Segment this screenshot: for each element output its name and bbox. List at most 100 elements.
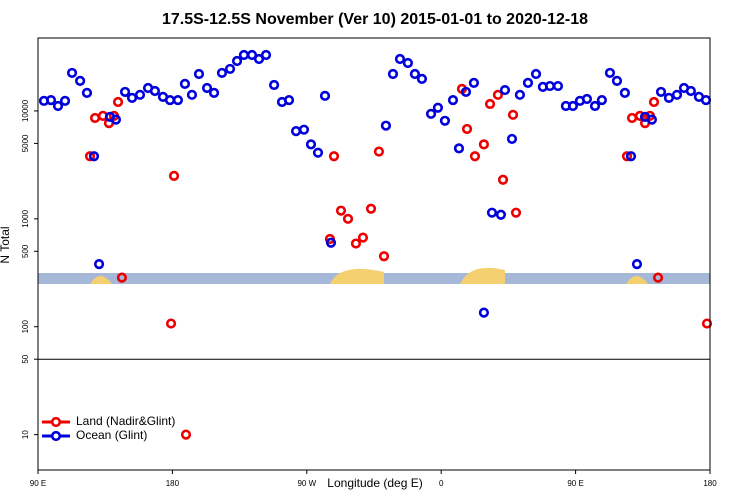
y-tick-label: 100	[21, 319, 30, 333]
y-tick-label: 500	[21, 244, 30, 258]
point	[432, 102, 444, 113]
point	[552, 80, 564, 92]
point	[492, 89, 504, 100]
point	[387, 68, 399, 80]
point	[45, 94, 57, 106]
point	[514, 89, 525, 100]
point	[373, 146, 385, 157]
point	[648, 96, 660, 108]
x-axis-label: Longitude (deg E)	[327, 476, 422, 490]
point	[510, 207, 522, 218]
point	[468, 77, 480, 88]
point	[305, 139, 317, 150]
point	[701, 318, 713, 329]
point	[646, 114, 658, 125]
legend-marker	[50, 416, 62, 428]
y-tick-label: 5000	[21, 134, 30, 152]
x-tick-label: 0	[439, 479, 444, 488]
point	[365, 203, 377, 214]
point	[589, 100, 601, 112]
point	[312, 147, 324, 158]
y-tick-label: 10000	[21, 99, 30, 122]
point	[328, 151, 340, 162]
point	[596, 94, 607, 106]
point	[497, 174, 509, 185]
point	[425, 108, 437, 119]
point	[231, 55, 243, 67]
point	[246, 49, 258, 61]
point	[626, 112, 638, 124]
point	[484, 98, 496, 110]
point	[663, 92, 675, 104]
point	[298, 124, 310, 135]
point	[394, 53, 406, 65]
point	[253, 53, 265, 65]
point	[409, 68, 421, 80]
point	[88, 151, 100, 162]
point	[522, 77, 534, 88]
y-tick-label: 50	[21, 354, 30, 363]
point	[506, 133, 518, 145]
point	[325, 237, 337, 248]
plot-frame	[37, 37, 711, 471]
point	[357, 232, 369, 243]
land-strip	[90, 267, 648, 284]
point	[581, 93, 593, 105]
point	[700, 94, 712, 106]
point	[66, 67, 78, 79]
point	[380, 120, 392, 131]
point	[186, 89, 198, 100]
point	[652, 272, 664, 283]
point	[486, 207, 498, 218]
point	[260, 49, 272, 61]
point	[290, 126, 302, 137]
point	[126, 92, 138, 104]
point	[335, 205, 347, 216]
x-tick-label: 180	[703, 479, 717, 488]
point	[416, 73, 428, 85]
point	[193, 68, 205, 80]
point	[319, 90, 331, 101]
point	[499, 84, 511, 96]
point	[604, 67, 616, 79]
point	[81, 87, 93, 98]
point	[453, 143, 465, 154]
legend-label: Land (Nadir&Glint)	[76, 414, 175, 428]
x-tick-label: 90 E	[30, 479, 46, 488]
point	[611, 75, 623, 86]
point	[59, 95, 71, 106]
point	[460, 86, 472, 98]
point	[268, 79, 280, 91]
legend-label: Ocean (Glint)	[76, 428, 147, 442]
point	[655, 86, 667, 98]
point	[461, 123, 473, 135]
point	[507, 109, 519, 120]
point	[172, 94, 184, 106]
point	[469, 151, 481, 162]
point	[439, 115, 451, 126]
point	[84, 151, 96, 162]
x-tick-label: 180	[166, 479, 180, 488]
point	[134, 89, 146, 100]
point	[208, 87, 220, 98]
point	[625, 151, 637, 162]
point	[530, 68, 542, 80]
point	[342, 213, 354, 224]
point	[238, 49, 250, 61]
point	[52, 100, 64, 112]
point	[544, 80, 556, 92]
point	[402, 57, 413, 69]
legend-marker	[50, 430, 62, 442]
x-tick-label: 90 W	[297, 479, 316, 488]
point	[478, 139, 490, 150]
plot-area	[38, 49, 713, 440]
point	[283, 94, 295, 106]
point	[350, 238, 362, 249]
point	[165, 318, 177, 329]
point	[168, 170, 180, 181]
point	[179, 78, 191, 89]
point	[75, 75, 86, 86]
map-strip	[38, 267, 710, 284]
